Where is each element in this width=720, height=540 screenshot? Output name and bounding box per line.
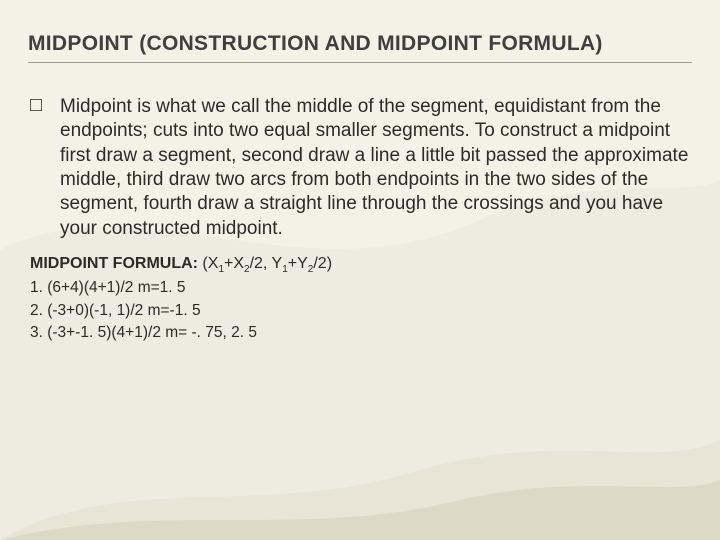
bullet-row: Midpoint is what we call the middle of t… (28, 95, 692, 241)
example-line: 3. (-3+-1. 5)(4+1)/2 m= -. 75, 2. 5 (30, 322, 692, 344)
example-line: 1. (6+4)(4+1)/2 m=1. 5 (30, 277, 692, 299)
formula-label: MIDPOINT FORMULA: (X1+X2/2, Y1+Y2/2) (30, 255, 692, 275)
formula-block: MIDPOINT FORMULA: (X1+X2/2, Y1+Y2/2) 1. … (30, 255, 692, 345)
checkbox-bullet-icon (30, 99, 42, 111)
formula-label-bold: MIDPOINT FORMULA: (30, 255, 198, 272)
slide-title: MIDPOINT (CONSTRUCTION AND MIDPOINT FORM… (28, 32, 692, 63)
body-paragraph: Midpoint is what we call the middle of t… (60, 95, 692, 241)
example-line: 2. (-3+0)(-1, 1)/2 m=-1. 5 (30, 300, 692, 322)
slide-content: MIDPOINT (CONSTRUCTION AND MIDPOINT FORM… (0, 0, 720, 344)
